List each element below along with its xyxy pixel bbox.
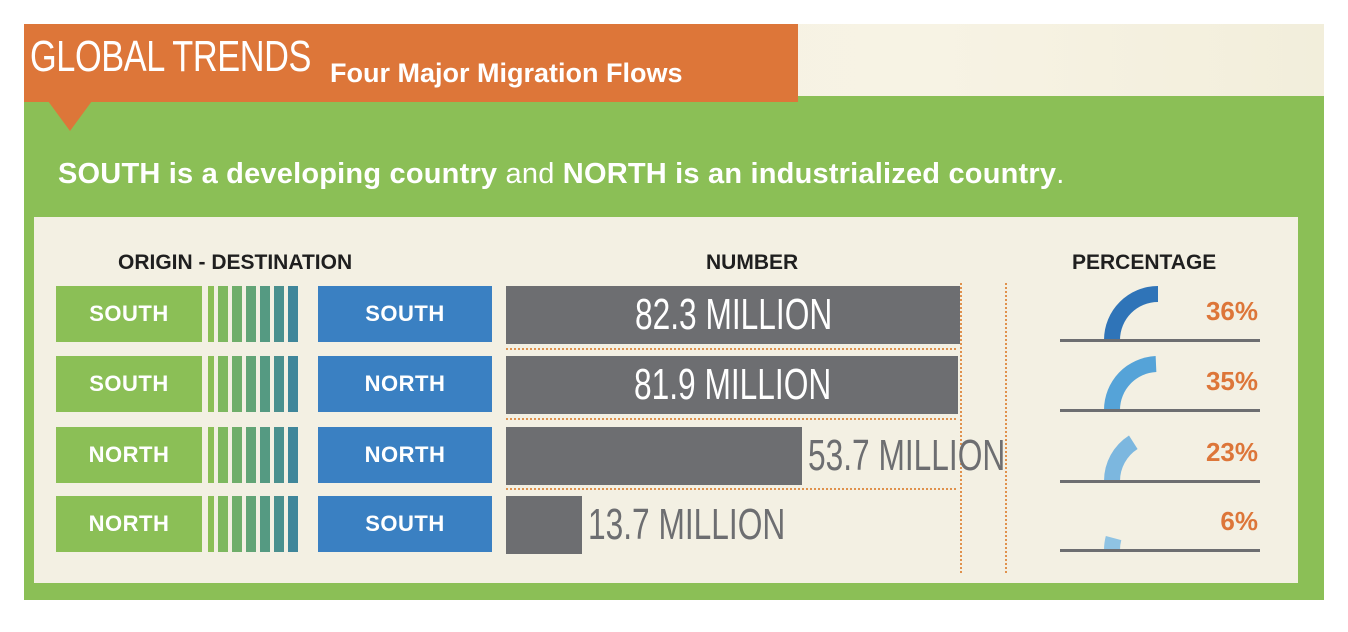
gauge-arc bbox=[1104, 435, 1138, 481]
origin-box: SOUTH bbox=[56, 356, 202, 412]
flow-stripe bbox=[288, 286, 298, 342]
origin-box: NORTH bbox=[56, 496, 202, 552]
flow-stripe bbox=[246, 427, 256, 483]
destination-box: SOUTH bbox=[318, 286, 492, 342]
flow-stripe bbox=[232, 286, 242, 342]
flow-stripe bbox=[260, 286, 270, 342]
gridline-vertical bbox=[1005, 283, 1007, 573]
gridline-horizontal bbox=[506, 488, 956, 490]
flow-stripe bbox=[218, 496, 228, 552]
bar-value-label: 81.9 MILLION bbox=[634, 360, 832, 409]
flow-stripe bbox=[218, 286, 228, 342]
flow-stripe bbox=[274, 286, 284, 342]
flow-stripe bbox=[274, 427, 284, 483]
bar-value-label: 13.7 MILLION bbox=[588, 500, 786, 549]
bar-value-label: 53.7 MILLION bbox=[808, 431, 1006, 480]
flow-stripe bbox=[208, 286, 214, 342]
gridline-horizontal bbox=[506, 418, 956, 420]
flow-stripe bbox=[260, 356, 270, 412]
title-banner: GLOBAL TRENDS Four Major Migration Flows bbox=[24, 24, 798, 102]
flow-stripe bbox=[218, 427, 228, 483]
flow-stripe bbox=[260, 496, 270, 552]
page-subtitle: Four Major Migration Flows bbox=[330, 58, 683, 88]
flow-stripe bbox=[208, 356, 214, 412]
gauge-arc bbox=[1104, 356, 1157, 410]
origin-box: SOUTH bbox=[56, 286, 202, 342]
infographic-frame: GLOBAL TRENDS Four Major Migration Flows… bbox=[24, 24, 1324, 600]
gauge-baseline bbox=[1060, 549, 1260, 552]
bar-3 bbox=[506, 496, 582, 554]
destination-box: NORTH bbox=[318, 427, 492, 483]
flow-stripe bbox=[288, 356, 298, 412]
gauge-arc bbox=[1104, 536, 1122, 550]
flow-stripe bbox=[232, 427, 242, 483]
flow-stripe bbox=[208, 427, 214, 483]
percentage-gauge-icon bbox=[1104, 536, 1122, 550]
tagline-period: . bbox=[1056, 158, 1065, 190]
tagline-and: and bbox=[505, 158, 555, 190]
percentage-gauge-icon bbox=[1104, 356, 1157, 410]
destination-box: SOUTH bbox=[318, 496, 492, 552]
gridline-vertical bbox=[960, 283, 962, 573]
gauge-baseline bbox=[1060, 339, 1260, 342]
flow-stripe bbox=[260, 427, 270, 483]
flow-stripe bbox=[288, 496, 298, 552]
flow-stripe bbox=[246, 496, 256, 552]
flow-stripe bbox=[218, 356, 228, 412]
column-header-percentage: PERCENTAGE bbox=[1072, 251, 1217, 274]
flow-stripe bbox=[232, 356, 242, 412]
flow-stripe bbox=[246, 286, 256, 342]
flow-stripe bbox=[232, 496, 242, 552]
percentage-label: 36% bbox=[1205, 296, 1258, 326]
chart-panel: ORIGIN - DESTINATION NUMBER PERCENTAGE S… bbox=[34, 217, 1298, 583]
bar-0 bbox=[506, 286, 960, 344]
percentage-gauge-icon bbox=[1104, 286, 1158, 340]
percentage-gauge-icon bbox=[1104, 435, 1138, 481]
page-title: GLOBAL TRENDS bbox=[30, 32, 312, 81]
gauge-baseline bbox=[1060, 480, 1260, 483]
destination-box: NORTH bbox=[318, 356, 492, 412]
bar-1 bbox=[506, 356, 958, 414]
tagline-south: SOUTH is a developing country bbox=[58, 158, 498, 190]
flow-stripe bbox=[288, 427, 298, 483]
tagline: SOUTH is a developing country and NORTH … bbox=[58, 158, 1064, 191]
percentage-label: 6% bbox=[1220, 506, 1258, 536]
gauge-baseline bbox=[1060, 409, 1260, 412]
bar-2 bbox=[506, 427, 802, 485]
column-header-flow: ORIGIN - DESTINATION bbox=[118, 251, 353, 274]
flow-stripe bbox=[274, 496, 284, 552]
flow-stripe bbox=[246, 356, 256, 412]
gridline-horizontal bbox=[506, 348, 956, 350]
column-header-number: NUMBER bbox=[706, 251, 799, 274]
percentage-label: 23% bbox=[1205, 437, 1258, 467]
percentage-label: 35% bbox=[1205, 366, 1258, 396]
origin-box: NORTH bbox=[56, 427, 202, 483]
banner-notch bbox=[48, 101, 92, 131]
flow-stripe bbox=[274, 356, 284, 412]
bar-value-label: 82.3 MILLION bbox=[635, 290, 833, 339]
gauge-arc bbox=[1104, 286, 1158, 340]
flow-stripe bbox=[208, 496, 214, 552]
tagline-north: NORTH is an industrialized country bbox=[562, 158, 1057, 190]
